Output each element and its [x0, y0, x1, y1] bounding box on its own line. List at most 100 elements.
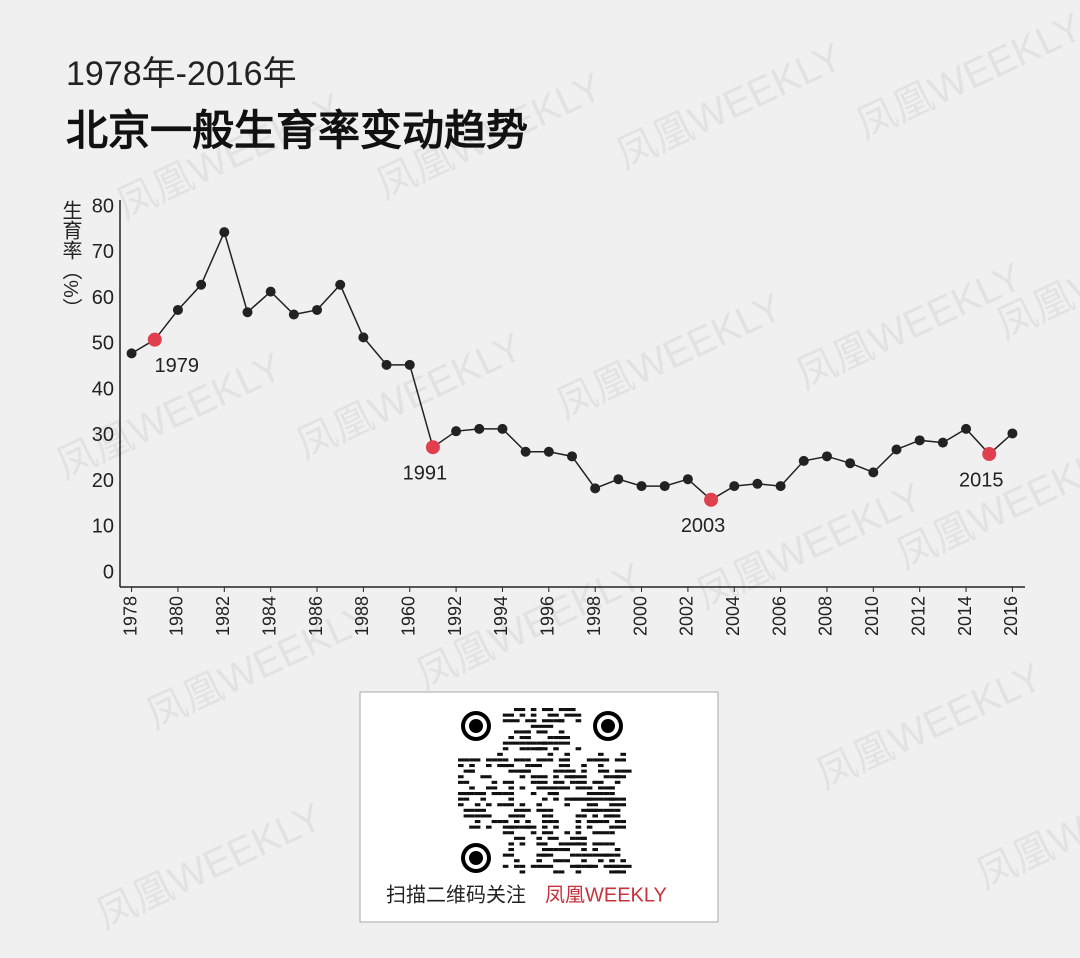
- qr-cell: [502, 719, 509, 723]
- qr-cell: [514, 719, 520, 723]
- qr-cell: [502, 764, 514, 768]
- qr-cell: [592, 797, 604, 801]
- qr-cell: [519, 808, 531, 812]
- qr-cell: [558, 730, 565, 734]
- qr-cell: [614, 758, 621, 762]
- qr-cell: [586, 792, 598, 796]
- point: [891, 444, 902, 455]
- qr-cell: [598, 831, 610, 835]
- qr-cell: [575, 780, 587, 784]
- watermark: 凤凰WEEKLY: [290, 325, 530, 468]
- qr-cell: [536, 775, 548, 779]
- qr-cell: [620, 797, 626, 801]
- qr-cell: [598, 792, 604, 796]
- qr-cell: [542, 814, 548, 818]
- qr-cell: [598, 820, 604, 824]
- qr-cell: [620, 775, 626, 779]
- qr-cell: [609, 859, 615, 863]
- qr-cell: [558, 736, 570, 740]
- chart-title: 北京一般生育率变动趋势: [66, 107, 528, 154]
- qr-cell: [547, 752, 554, 756]
- qr-cell: [502, 853, 514, 857]
- qr-cell: [514, 836, 526, 840]
- qr-cell: [536, 747, 542, 751]
- qr-cell: [558, 769, 565, 773]
- point: [682, 474, 693, 485]
- qr-cell: [519, 747, 526, 751]
- point: [381, 359, 392, 370]
- qr-cell: [497, 803, 503, 807]
- y-tick-label: 70: [92, 241, 114, 263]
- qr-cell: [547, 741, 554, 745]
- qr-cell: [502, 864, 509, 868]
- qr-cell: [502, 758, 509, 762]
- qr-cell: [536, 758, 548, 762]
- qr-cell: [558, 780, 565, 784]
- qr-cell: [592, 780, 604, 784]
- x-tick-label: 1984: [259, 596, 279, 636]
- qr-cell: [474, 808, 486, 812]
- qr-cell: [620, 803, 626, 807]
- qr-cell: [542, 747, 548, 751]
- qr-cell: [603, 864, 615, 868]
- qr-cell: [463, 808, 475, 812]
- qr-cell: [525, 747, 531, 751]
- qr-cell: [502, 780, 509, 784]
- qr-cell: [558, 870, 565, 874]
- qr-cell: [575, 786, 587, 790]
- y-axis-label: 生育率（%）: [59, 200, 82, 318]
- qr-cell: [575, 842, 582, 846]
- qr-caption: 扫描二维码关注: [386, 883, 526, 906]
- qr-cell: [614, 864, 621, 868]
- qr-cell: [575, 853, 582, 857]
- highlight-point: [704, 492, 719, 507]
- qr-cell: [508, 797, 514, 801]
- qr-cell: [474, 814, 481, 818]
- qr-cell: [553, 792, 559, 796]
- watermark: 凤凰WEEKLY: [850, 5, 1080, 148]
- qr-cell: [570, 780, 576, 784]
- qr-cell: [603, 853, 615, 857]
- qr-cell: [547, 820, 554, 824]
- qr-cell: [575, 775, 587, 779]
- qr-cell: [603, 797, 615, 801]
- watermark: 凤凰WEEKLY: [810, 655, 1050, 798]
- qr-cell: [547, 814, 554, 818]
- qr-cell: [553, 780, 559, 784]
- qr-cell: [575, 864, 582, 868]
- qr-cell: [474, 820, 481, 824]
- qr-brand: 凤凰WEEKLY: [545, 884, 667, 906]
- qr-cell: [586, 786, 593, 790]
- qr-cell: [491, 786, 498, 790]
- qr-cell: [570, 775, 576, 779]
- qr-cell: [564, 848, 570, 852]
- point: [821, 451, 832, 462]
- qr-cell: [525, 758, 531, 762]
- qr-cell: [525, 736, 531, 740]
- qr-cell: [598, 808, 604, 812]
- qr-cell: [519, 736, 531, 740]
- qr-cell: [502, 747, 509, 751]
- qr-cell: [536, 836, 542, 840]
- point: [265, 286, 276, 297]
- highlight-point: [147, 332, 162, 347]
- x-tick-label: 2016: [1001, 596, 1021, 636]
- qr-cell: [575, 825, 582, 829]
- point: [312, 304, 323, 315]
- qr-cell: [480, 792, 486, 796]
- qr-cell: [581, 764, 587, 768]
- qr-cell: [581, 836, 587, 840]
- qr-cell: [592, 758, 598, 762]
- qr-cell: [469, 769, 475, 773]
- point: [868, 467, 879, 478]
- x-tick-label: 2002: [677, 596, 697, 636]
- point: [798, 455, 809, 466]
- watermark: 凤凰WEEKLY: [970, 755, 1080, 898]
- qr-cell: [486, 803, 492, 807]
- qr-cell: [502, 713, 514, 717]
- qr-cell: [586, 797, 593, 801]
- qr-cell: [508, 842, 514, 846]
- qr-cell: [598, 758, 610, 762]
- x-tick-label: 1996: [538, 596, 558, 636]
- qr-cell: [463, 780, 470, 784]
